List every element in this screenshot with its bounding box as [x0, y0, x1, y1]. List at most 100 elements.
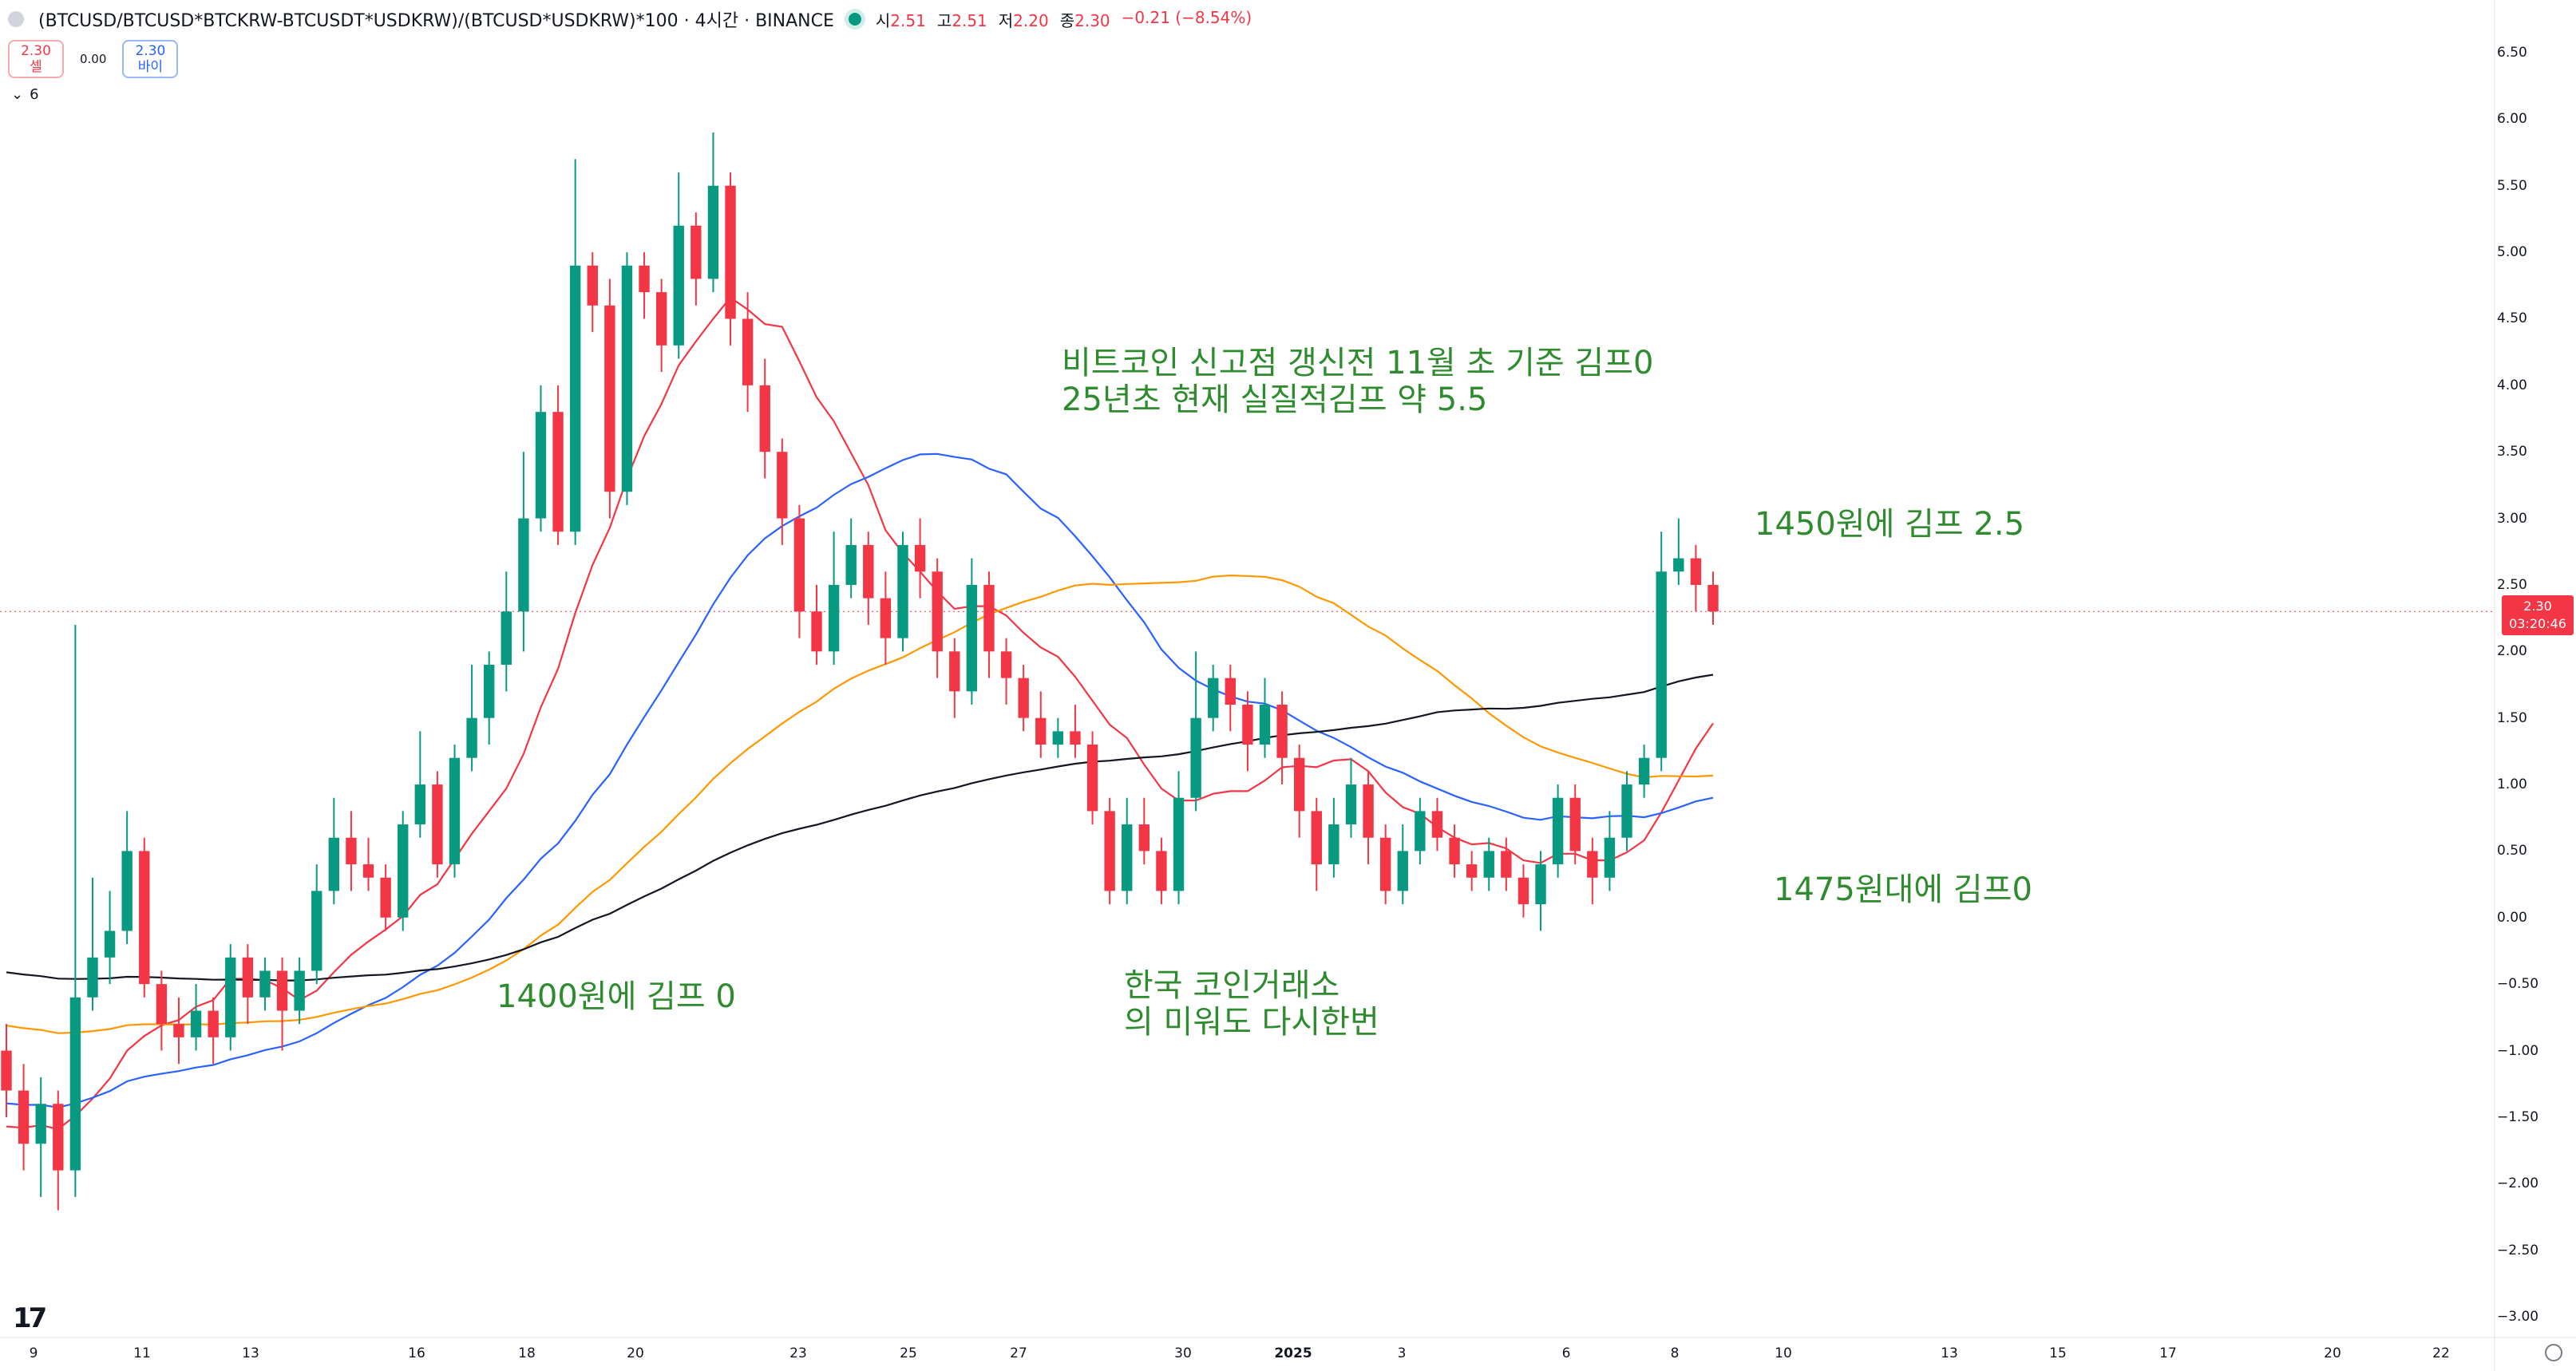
candle[interactable] [897, 531, 908, 652]
candle[interactable] [1449, 824, 1460, 878]
candle[interactable] [707, 132, 719, 293]
candle[interactable] [1156, 837, 1167, 905]
candle[interactable] [1363, 771, 1374, 865]
candle[interactable] [1070, 705, 1081, 758]
candle[interactable] [242, 944, 254, 1025]
candle[interactable] [1000, 638, 1012, 705]
candle[interactable] [1690, 544, 1702, 612]
candle[interactable] [208, 997, 219, 1065]
candle[interactable] [414, 731, 425, 838]
candle[interactable] [311, 864, 322, 985]
candle[interactable] [190, 984, 202, 1051]
candle[interactable] [225, 944, 236, 1051]
candle[interactable] [1483, 837, 1494, 891]
candle[interactable] [518, 452, 529, 652]
candle[interactable] [966, 558, 978, 705]
candle[interactable] [328, 797, 340, 905]
candle[interactable] [742, 292, 754, 413]
candle[interactable] [449, 745, 461, 878]
candle[interactable] [121, 811, 133, 945]
candle[interactable] [1190, 651, 1201, 812]
tradingview-logo[interactable]: 17 [13, 1302, 47, 1334]
candle[interactable] [1311, 797, 1322, 891]
candle[interactable] [828, 531, 840, 665]
candle[interactable] [1052, 717, 1064, 758]
candle[interactable] [621, 252, 633, 505]
candle[interactable] [1397, 824, 1408, 905]
candle[interactable] [69, 624, 81, 1197]
candle[interactable] [1225, 664, 1237, 732]
candle[interactable] [1259, 678, 1271, 758]
candle[interactable] [1122, 797, 1133, 905]
candle[interactable] [983, 571, 995, 678]
candle[interactable] [1656, 531, 1667, 772]
candle[interactable] [466, 664, 477, 772]
candle[interactable] [1173, 771, 1185, 905]
candle[interactable] [1, 1024, 12, 1117]
candle[interactable] [655, 279, 667, 373]
candle[interactable] [811, 584, 822, 665]
candle[interactable] [380, 864, 391, 931]
candle[interactable] [793, 504, 805, 638]
candle[interactable] [1415, 797, 1426, 865]
candle[interactable] [294, 957, 305, 1025]
candle[interactable] [1569, 784, 1581, 865]
candle[interactable] [1518, 864, 1529, 918]
candle[interactable] [1604, 811, 1616, 891]
candle[interactable] [1707, 571, 1719, 625]
chart-title[interactable]: (BTCUSD/BTCUSD*BTCKRW-BTCUSDT*USDKRW)/(B… [38, 11, 834, 31]
candle[interactable] [35, 1077, 46, 1197]
candle[interactable] [1035, 691, 1047, 758]
candle[interactable] [18, 1064, 30, 1171]
candle[interactable] [432, 771, 443, 878]
candle[interactable] [863, 531, 874, 625]
candle[interactable] [104, 891, 116, 985]
candle[interactable] [845, 518, 857, 599]
candle[interactable] [1552, 784, 1564, 878]
sell-button[interactable]: 2.30 셀 [8, 40, 64, 78]
candle[interactable] [1673, 518, 1684, 585]
candle[interactable] [639, 252, 650, 319]
candle[interactable] [398, 811, 409, 931]
candle[interactable] [552, 385, 564, 545]
candle[interactable] [569, 159, 581, 545]
candle[interactable] [1345, 757, 1357, 838]
candle[interactable] [759, 358, 770, 479]
candle[interactable] [156, 970, 168, 1051]
candle[interactable] [276, 957, 288, 1051]
candle[interactable] [1086, 731, 1098, 825]
candle[interactable] [587, 252, 598, 333]
candle[interactable] [53, 1090, 64, 1211]
candle[interactable] [535, 385, 547, 532]
candle[interactable] [914, 518, 926, 599]
candle[interactable] [880, 571, 892, 665]
gear-icon[interactable] [2545, 1344, 2562, 1361]
candle[interactable] [932, 558, 943, 678]
candle[interactable] [725, 172, 736, 346]
candle[interactable] [1242, 691, 1253, 772]
candle[interactable] [673, 172, 684, 359]
candle[interactable] [259, 957, 271, 1011]
candle[interactable] [690, 212, 702, 306]
candle[interactable] [604, 279, 615, 519]
candle[interactable] [1535, 851, 1546, 931]
candle[interactable] [1466, 851, 1478, 891]
candle[interactable] [1208, 664, 1219, 732]
candle[interactable] [346, 811, 357, 891]
candle[interactable] [1104, 797, 1115, 905]
candle[interactable] [777, 438, 788, 545]
candle[interactable] [1587, 837, 1598, 905]
candle[interactable] [1379, 824, 1391, 905]
candle[interactable] [1276, 691, 1288, 785]
candle[interactable] [949, 638, 960, 718]
candle[interactable] [483, 651, 495, 745]
candle[interactable] [139, 837, 150, 998]
candle[interactable] [1431, 797, 1443, 851]
candle[interactable] [362, 837, 374, 891]
candle[interactable] [87, 877, 98, 1011]
indicators-toggle[interactable]: ⌄ 6 [11, 86, 39, 103]
candle[interactable] [1138, 797, 1150, 865]
candle[interactable] [1638, 745, 1650, 798]
candle[interactable] [1501, 837, 1512, 891]
